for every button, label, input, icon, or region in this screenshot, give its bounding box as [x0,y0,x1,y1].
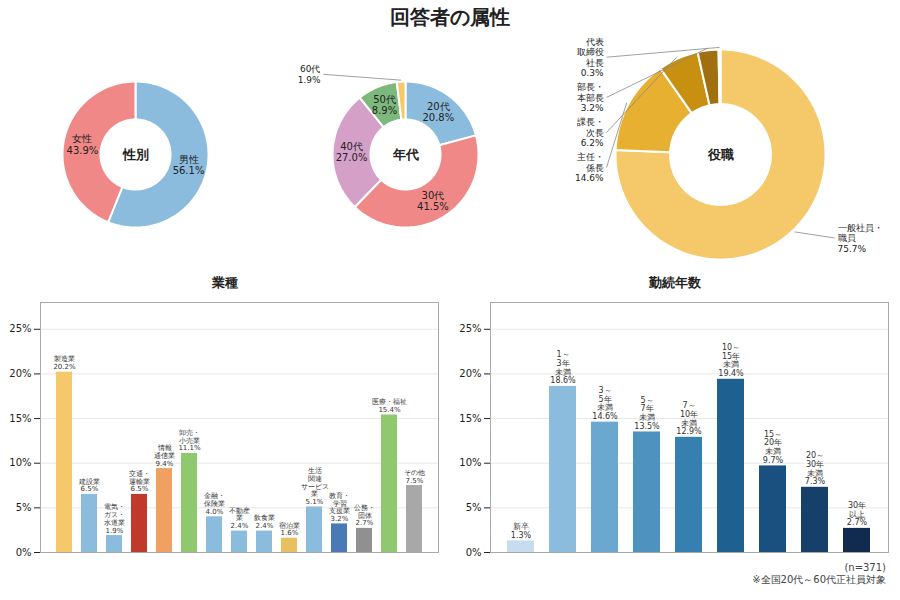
svg-text:1～3年未満18.6%: 1～3年未満18.6% [550,350,576,385]
svg-text:0%: 0% [16,547,32,558]
svg-text:公務・団体2.7%: 公務・団体2.7% [354,504,375,527]
svg-text:金融・保険業4.0%: 金融・保険業4.0% [204,492,225,515]
svg-text:生活関連サービス業5.1%: 生活関連サービス業5.1% [301,467,329,506]
svg-text:女性43.9%: 女性43.9% [67,133,99,156]
svg-text:飲食業2.4%: 飲食業2.4% [254,514,275,530]
svg-text:5%: 5% [466,502,482,513]
svg-text:60代1.9%: 60代1.9% [298,64,321,84]
html-text:勤続年数: 勤続年数 [649,275,701,290]
svg-text:7～10年未満12.9%: 7～10年未満12.9% [676,401,702,436]
svg-text:20%: 20% [9,368,31,379]
svg-text:0%: 0% [466,547,482,558]
svg-text:15%: 15% [9,413,31,424]
svg-text:25%: 25% [459,323,481,334]
svg-text:性別: 性別 [122,147,149,162]
svg-text:5～7年未満13.5%: 5～7年未満13.5% [634,396,660,431]
svg-text:一般社員・職員75.7%: 一般社員・職員75.7% [838,223,883,254]
svg-text:製造業20.2%: 製造業20.2% [53,355,76,371]
html-text:業種: 業種 [212,275,238,290]
svg-text:主任・係長14.6%: 主任・係長14.6% [575,152,604,183]
svg-text:20代20.8%: 20代20.8% [422,101,454,124]
svg-text:50代8.9%: 50代8.9% [372,94,397,117]
svg-text:10～15年未満19.4%: 10～15年未満19.4% [718,343,744,378]
svg-text:卸売・小売業11.1%: 卸売・小売業11.1% [178,429,201,452]
svg-text:役職: 役職 [707,147,734,162]
svg-text:部長・本部長3.2%: 部長・本部長3.2% [577,82,604,113]
svg-text:40代27.0%: 40代27.0% [336,141,368,164]
svg-text:5%: 5% [16,502,32,513]
svg-text:20%: 20% [459,368,481,379]
svg-text:10%: 10% [9,457,31,468]
svg-text:30代41.5%: 30代41.5% [417,190,449,213]
svg-text:代表取締役社長0.3%: 代表取締役社長0.3% [577,37,604,78]
svg-text:15～20年未満9.7%: 15～20年未満9.7% [763,429,784,464]
svg-text:医療・福祉15.4%: 医療・福祉15.4% [372,398,407,414]
html-text:(n=371) ※全国20代～60代正社員対象: (n=371) ※全国20代～60代正社員対象 [752,562,886,585]
svg-text:3～5年未満14.6%: 3～5年未満14.6% [592,386,618,421]
svg-text:教育・学習支援業3.2%: 教育・学習支援業3.2% [329,491,350,523]
svg-text:25%: 25% [9,323,31,334]
svg-text:宿泊業1.6%: 宿泊業1.6% [279,522,300,538]
svg-text:20～30年未満7.3%: 20～30年未満7.3% [805,451,826,486]
svg-text:15%: 15% [459,413,481,424]
svg-text:年代: 年代 [392,147,419,162]
svg-text:新卒1.3%: 新卒1.3% [511,522,532,540]
svg-text:建設業6.5%: 建設業6.5% [78,478,100,494]
svg-text:電気・ガス・水道業1.9%: 電気・ガス・水道業1.9% [104,503,125,534]
svg-text:男性56.1%: 男性56.1% [173,154,205,177]
svg-text:10%: 10% [459,457,481,468]
svg-text:情報通信業9.4%: 情報通信業9.4% [154,444,175,467]
svg-text:不動産業2.4%: 不動産業2.4% [229,507,250,530]
svg-text:30年以上2.7%: 30年以上2.7% [847,501,868,528]
svg-text:課長・次長6.2%: 課長・次長6.2% [577,117,604,148]
svg-text:交通・運輸業6.5%: 交通・運輸業6.5% [129,470,150,493]
svg-text:その他7.5%: その他7.5% [404,469,425,485]
html-text:回答者の属性: 回答者の属性 [390,5,510,29]
